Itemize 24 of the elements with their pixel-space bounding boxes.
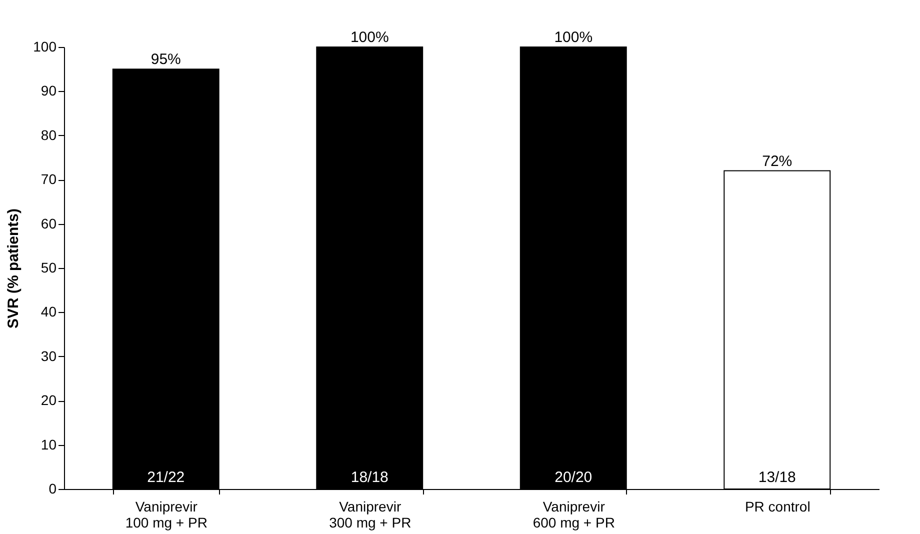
annotation: 18/18 (350, 469, 388, 486)
data-label: 72% (762, 152, 792, 170)
y-tick-label: 80 (40, 126, 57, 143)
y-tick-label: 90 (40, 82, 57, 99)
y-tick-label: 10 (40, 436, 57, 452)
y-tick-label: 70 (40, 171, 57, 188)
x-tick-label: Vaniprevir 300 mg + PR (329, 498, 412, 530)
y-tick-label: 20 (40, 392, 57, 408)
data-label: 100% (350, 29, 389, 46)
annotation: 21/22 (147, 469, 185, 486)
y-tick-label: 50 (40, 260, 57, 276)
y-tick-label: 30 (40, 348, 57, 364)
y-tick-label: 0 (48, 480, 57, 496)
y-tick-label: 60 (40, 215, 57, 232)
x-tick-label: PR control (744, 498, 810, 514)
x-tick-label: Vaniprevir 600 mg + PR (532, 498, 615, 530)
annotation: 13/18 (758, 469, 796, 486)
y-tick-label: 100 (33, 38, 57, 54)
x-tick-label: Vaniprevir 100 mg + PR (125, 498, 208, 530)
data-label: 95% (150, 51, 181, 68)
y-axis-title: SVR (% patients) (5, 208, 22, 329)
annotation: 20/20 (554, 469, 592, 486)
y-tick-label: 40 (40, 304, 57, 320)
data-label: 100% (554, 29, 593, 46)
